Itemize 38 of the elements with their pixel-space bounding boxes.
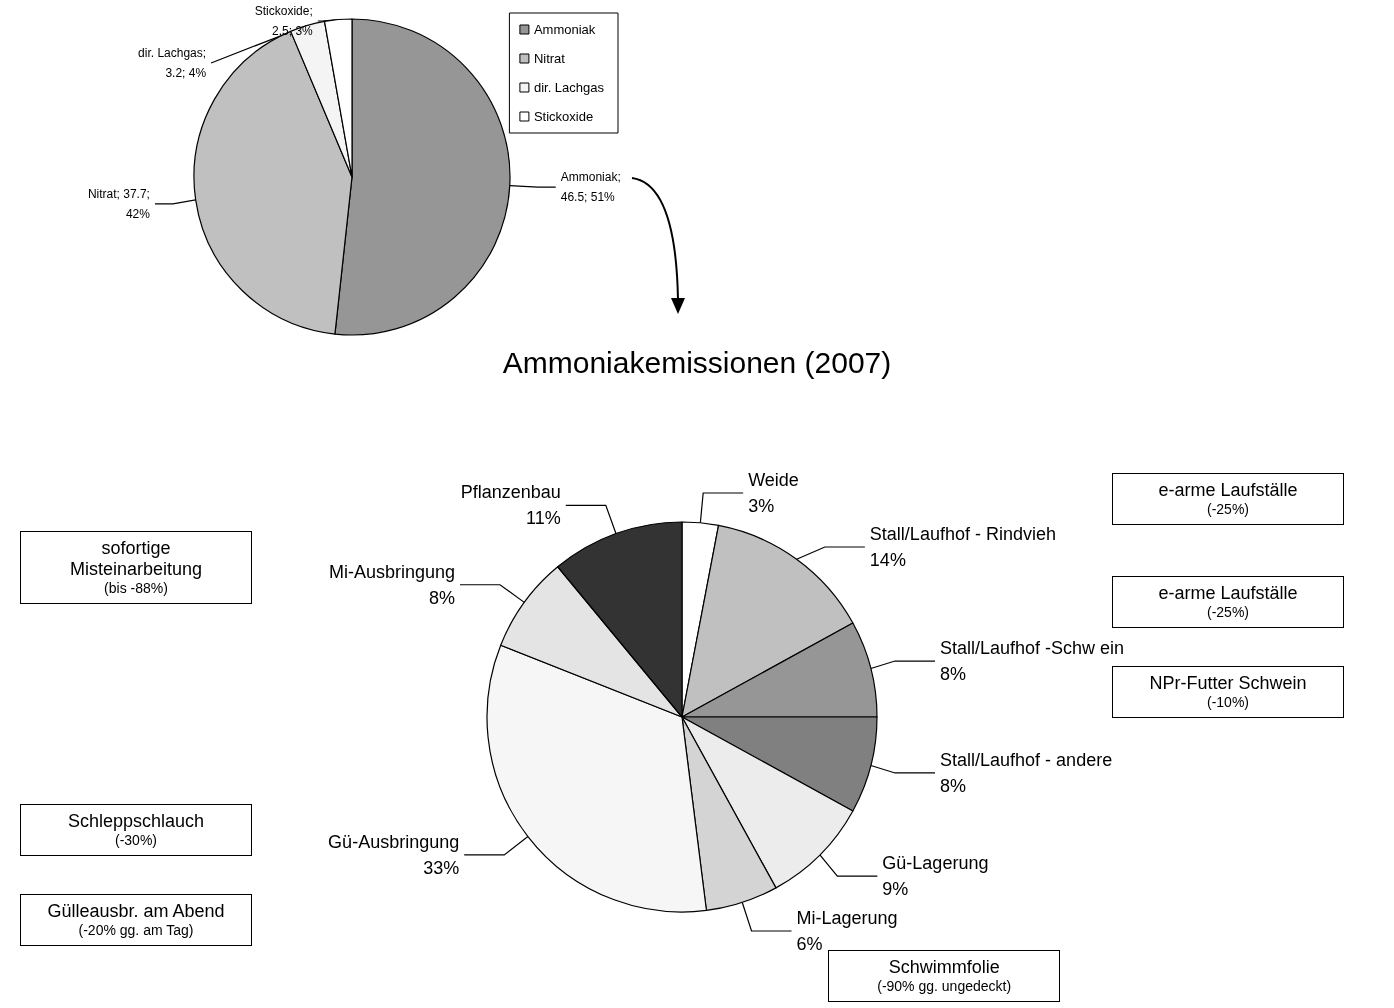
legend-label: Ammoniak xyxy=(533,22,596,37)
text: NPr-Futter Schwein (-10%) xyxy=(1149,673,1307,711)
data-label: 14% xyxy=(869,550,906,570)
slice-label: Gü-Lagerung xyxy=(882,853,989,874)
slice-label: Stall/Laufhof -Schw ein xyxy=(939,638,1125,659)
legend-label: dir. Lachgas xyxy=(533,80,605,95)
data-label: 8% xyxy=(940,775,967,796)
text: 46.5; 51% xyxy=(560,190,615,205)
slice-label: Weide xyxy=(748,470,799,490)
data-label: 8% xyxy=(428,587,455,608)
text: 3.2; 4% xyxy=(165,66,207,80)
text: e-arme Laufställe (-25%) xyxy=(1158,479,1298,517)
data-label: 8% xyxy=(939,664,966,685)
slice-label: Stall/Laufhof - Rindvieh xyxy=(869,524,1056,544)
slice-label: Mi-Ausbringung xyxy=(328,561,455,582)
data-label: 33% xyxy=(423,857,460,878)
text: Schleppschlauch (-30%) xyxy=(67,811,205,849)
category-label: dir. Lachgas; xyxy=(138,46,207,60)
text: e-arme Laufställe (-25%) xyxy=(1158,583,1298,621)
slice-label: Mi-Lagerung xyxy=(796,907,898,928)
text: Schwimmfolie (-90% gg. ungedeckt) xyxy=(877,957,1012,994)
legend-label: Stickoxide xyxy=(533,109,594,124)
text: sofortige Misteinarbeitung (bis -88%) xyxy=(69,538,203,597)
slice-label: Pflanzenbau xyxy=(460,482,561,503)
data-label: 9% xyxy=(882,879,909,900)
chart-title: Ammoniakemissionen (2007) xyxy=(502,345,892,379)
category-label: Stickoxide; xyxy=(254,4,313,18)
data-label: 6% xyxy=(796,933,823,954)
text: Gülleausbr. am Abend (-20% gg. am Tag) xyxy=(47,901,225,939)
slice-label: Stall/Laufhof - andere xyxy=(940,749,1113,770)
category-label: Ammoniak; xyxy=(560,170,621,185)
text: 42% xyxy=(125,206,150,221)
data-label: 3% xyxy=(748,496,775,516)
category-label: Nitrat; 37.7; xyxy=(87,186,150,201)
legend-label: Nitrat xyxy=(533,51,566,66)
slice-label: Gü-Ausbringung xyxy=(328,831,460,852)
data-label: 11% xyxy=(526,508,561,529)
text: 2.5; 3% xyxy=(272,24,313,38)
